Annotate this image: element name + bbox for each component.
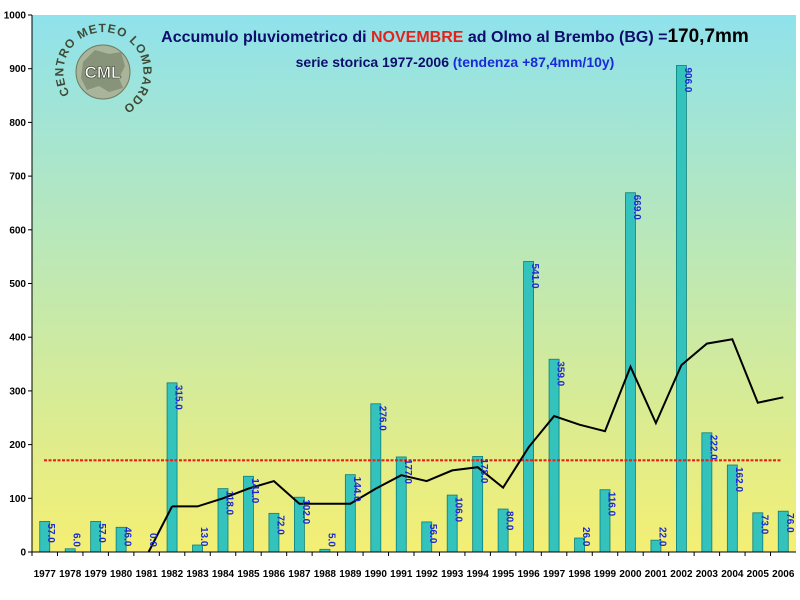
trend-line-lead bbox=[147, 505, 173, 553]
x-tick-label: 1982 bbox=[161, 569, 184, 580]
x-tick-label: 1992 bbox=[416, 569, 439, 580]
data-label: 141.0 bbox=[249, 478, 260, 503]
chart-title: Accumulo pluviometrico di NOVEMBRE ad Ol… bbox=[161, 26, 749, 47]
x-tick-label: 2004 bbox=[721, 569, 744, 580]
data-label: 177.0 bbox=[402, 459, 413, 484]
chart-subtitle: serie storica 1977-2006 (tendenza +87,4m… bbox=[296, 54, 615, 70]
x-tick-label: 2003 bbox=[696, 569, 719, 580]
x-tick-label: 1986 bbox=[263, 569, 286, 580]
x-tick-label: 1995 bbox=[492, 569, 515, 580]
subtitle-trend: (tendenza +87,4mm/10y) bbox=[453, 54, 614, 70]
x-tick-label: 1988 bbox=[314, 569, 337, 580]
logo-badge: CML bbox=[85, 63, 122, 82]
title-total: 170,7mm bbox=[667, 26, 748, 47]
bar bbox=[548, 358, 560, 553]
data-label: 26.0 bbox=[580, 527, 591, 547]
x-tick-label: 1998 bbox=[568, 569, 591, 580]
x-tick-label: 1984 bbox=[212, 569, 235, 580]
data-label: 116.0 bbox=[606, 492, 617, 517]
data-label: 22.0 bbox=[656, 527, 667, 547]
x-tick-label: 1989 bbox=[339, 569, 362, 580]
data-label: 669.0 bbox=[631, 195, 642, 220]
y-tick-label: 500 bbox=[9, 279, 26, 290]
x-tick-label: 1981 bbox=[135, 569, 158, 580]
x-tick-label: 1983 bbox=[186, 569, 209, 580]
logo-region-shape bbox=[81, 50, 125, 92]
data-label: 13.0 bbox=[198, 527, 209, 547]
x-tick-label: 1979 bbox=[85, 569, 108, 580]
title-middle: ad Olmo al Brembo (BG) = bbox=[463, 29, 667, 46]
data-label: 118.0 bbox=[224, 491, 235, 516]
data-label: 73.0 bbox=[758, 515, 769, 535]
y-tick-label: 1000 bbox=[4, 11, 27, 22]
data-label: 144.0 bbox=[351, 477, 362, 502]
bars-group bbox=[39, 65, 789, 553]
data-label: 315.0 bbox=[173, 385, 184, 410]
bar bbox=[523, 261, 534, 553]
data-label: 0.0 bbox=[147, 533, 158, 547]
data-label: 56.0 bbox=[427, 524, 438, 544]
x-axis: 1977 1978 1979 1980 1981 1982 1983 1984 1985 1986… bbox=[31, 551, 796, 580]
data-label: 359.0 bbox=[555, 361, 566, 386]
trend-line-group bbox=[147, 338, 784, 553]
y-tick-label: 100 bbox=[9, 494, 26, 505]
data-label: 46.0 bbox=[122, 527, 133, 547]
x-tick-label: 1987 bbox=[288, 569, 311, 580]
x-tick-label: 1980 bbox=[110, 569, 133, 580]
data-labels-group: 57.0 6.0 57.0 46.0 0.0 315.0 13.0 118.0 141.0 72.… bbox=[45, 67, 795, 547]
y-tick-label: 600 bbox=[9, 225, 26, 236]
x-tick-label: 2005 bbox=[747, 569, 770, 580]
y-tick-label: 800 bbox=[9, 118, 26, 129]
y-tick-label: 400 bbox=[9, 333, 26, 344]
x-tick-label: 1997 bbox=[543, 569, 566, 580]
data-label: 541.0 bbox=[529, 263, 540, 288]
data-label: 906.0 bbox=[682, 67, 693, 92]
bar bbox=[676, 65, 687, 553]
data-label: 80.0 bbox=[504, 511, 515, 531]
plot-background bbox=[32, 15, 796, 552]
data-label: 222.0 bbox=[707, 435, 718, 460]
x-tick-label: 1993 bbox=[441, 569, 464, 580]
trend-line bbox=[172, 338, 784, 508]
title-month: NOVEMBRE bbox=[371, 29, 464, 46]
y-axis: 0 100 200 300 400 500 600 700 800 900 1000 bbox=[4, 11, 33, 559]
y-tick-label: 700 bbox=[9, 172, 26, 183]
data-label: 276.0 bbox=[376, 406, 387, 431]
x-tick-label: 2006 bbox=[772, 569, 795, 580]
data-label: 76.0 bbox=[784, 513, 795, 533]
x-tick-label: 1999 bbox=[594, 569, 617, 580]
x-tick-label: 1990 bbox=[365, 569, 388, 580]
x-tick-label: 1985 bbox=[237, 569, 260, 580]
x-tick-label: 1991 bbox=[390, 569, 413, 580]
x-tick-label: 2001 bbox=[645, 569, 668, 580]
y-tick-label: 0 bbox=[20, 548, 26, 559]
x-tick-label: 2000 bbox=[619, 569, 642, 580]
data-label: 102.0 bbox=[300, 499, 311, 524]
data-label: 6.0 bbox=[71, 533, 82, 547]
y-tick-label: 900 bbox=[9, 64, 26, 75]
data-label: 57.0 bbox=[96, 523, 107, 543]
x-tick-label: 2002 bbox=[670, 569, 693, 580]
data-label: 57.0 bbox=[45, 523, 56, 543]
title-prefix: Accumulo pluviometrico di bbox=[161, 29, 371, 46]
y-tick-label: 300 bbox=[9, 386, 26, 397]
data-label: 162.0 bbox=[733, 467, 744, 492]
data-label: 178.0 bbox=[478, 458, 489, 483]
x-tick-label: 1994 bbox=[467, 569, 490, 580]
subtitle-text: serie storica 1977-2006 bbox=[296, 54, 453, 70]
data-label: 72.0 bbox=[274, 515, 285, 535]
y-tick-label: 200 bbox=[9, 440, 26, 451]
data-label: 5.0 bbox=[325, 533, 336, 547]
x-tick-label: 1996 bbox=[517, 569, 540, 580]
x-tick-label: 1978 bbox=[59, 569, 82, 580]
data-label: 106.0 bbox=[453, 497, 464, 522]
x-tick-label: 1977 bbox=[34, 569, 57, 580]
